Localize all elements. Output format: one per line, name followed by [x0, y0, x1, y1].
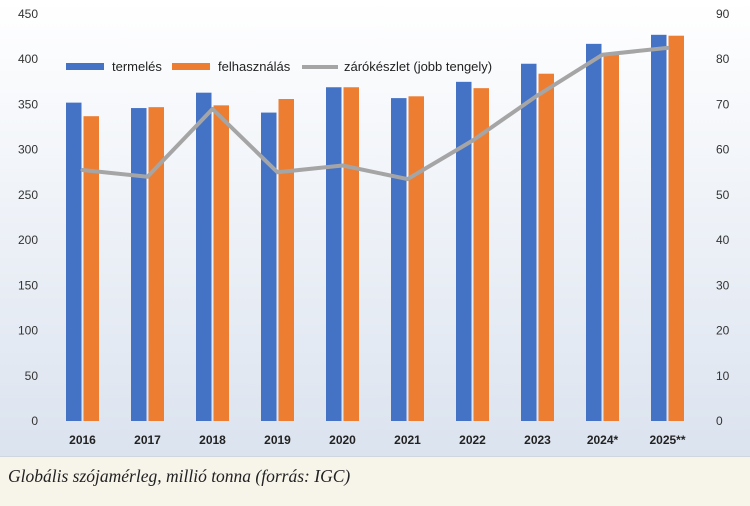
x-tick-label: 2020	[329, 433, 356, 447]
bar-termeles	[326, 87, 342, 421]
x-tick-label: 2016	[69, 433, 96, 447]
bar-felhasznalas	[408, 96, 424, 421]
x-axis: 2016 2017 2018 2019 2020 2021 2022 2023 2024* 202…	[69, 433, 686, 447]
legend-swatch-termeles	[66, 63, 104, 70]
right-tick-label: 80	[716, 52, 730, 66]
bar-termeles	[521, 63, 537, 421]
right-tick-label: 50	[716, 188, 730, 202]
bar-felhasznalas	[473, 88, 489, 422]
left-tick-label: 400	[18, 52, 38, 66]
legend-label-felhasznalas: felhasználás	[218, 59, 291, 74]
left-tick-label: 350	[18, 97, 38, 111]
right-tick-label: 30	[716, 278, 730, 292]
right-tick-label: 0	[716, 414, 723, 428]
x-tick-label: 2023	[524, 433, 551, 447]
left-tick-label: 150	[18, 278, 38, 292]
x-tick-label: 2024*	[587, 433, 619, 447]
x-tick-label: 2021	[394, 433, 421, 447]
legend-swatch-felhasznalas	[172, 63, 210, 70]
x-tick-label: 2022	[459, 433, 486, 447]
x-tick-label: 2018	[199, 433, 226, 447]
x-tick-label: 2017	[134, 433, 161, 447]
right-tick-label: 70	[716, 97, 730, 111]
bar-felhasznalas	[538, 73, 554, 422]
bar-felhasznalas	[603, 53, 619, 421]
x-tick-label: 2019	[264, 433, 291, 447]
bar-termeles	[196, 92, 212, 421]
bar-felhasznalas	[343, 87, 359, 421]
left-tick-label: 0	[31, 414, 38, 428]
left-tick-label: 300	[18, 143, 38, 157]
bar-termeles	[131, 108, 147, 421]
right-tick-label: 40	[716, 233, 730, 247]
left-tick-label: 100	[18, 324, 38, 338]
legend-label-zarokeszlet: zárókészlet (jobb tengely)	[344, 59, 492, 74]
right-tick-label: 90	[716, 7, 730, 21]
figure-caption: Globális szójamérleg, millió tonna (forr…	[8, 466, 351, 486]
bar-termeles	[261, 112, 277, 421]
bar-termeles	[66, 102, 82, 421]
bar-felhasznalas	[668, 35, 684, 421]
bar-termeles	[586, 43, 602, 421]
left-tick-label: 250	[18, 188, 38, 202]
stock-line-group	[80, 45, 670, 182]
x-tick-label: 2025**	[649, 433, 685, 447]
bar-series-group	[66, 34, 684, 422]
left-y-axis: 0 50 100 150 200 250 300 350 400 450	[18, 7, 38, 428]
right-y-axis: 0 10 20 30 40 50 60 70 80 90	[716, 7, 730, 428]
left-tick-label: 450	[18, 7, 38, 21]
chart-frame: 0 50 100 150 200 250 300 350 400 450 0 10 20 30 40 50 6…	[0, 0, 750, 457]
chart-background	[0, 0, 750, 456]
bar-felhasznalas	[213, 105, 229, 422]
bar-felhasznalas	[278, 99, 294, 422]
right-tick-label: 20	[716, 324, 730, 338]
legend: termelés felhasználás zárókészlet (jobb te…	[66, 59, 492, 74]
right-tick-label: 60	[716, 143, 730, 157]
left-tick-label: 200	[18, 233, 38, 247]
left-tick-label: 50	[25, 369, 39, 383]
bar-felhasznalas	[83, 116, 99, 422]
bar-termeles	[456, 81, 472, 421]
chart-svg: 0 50 100 150 200 250 300 350 400 450 0 10 20 30 40 50 6…	[0, 0, 750, 456]
bar-termeles	[651, 34, 667, 422]
line-zarokeszlet	[80, 45, 670, 182]
bar-felhasznalas	[148, 107, 164, 421]
bar-termeles	[391, 98, 407, 421]
right-tick-label: 10	[716, 369, 730, 383]
legend-label-termeles: termelés	[112, 59, 162, 74]
